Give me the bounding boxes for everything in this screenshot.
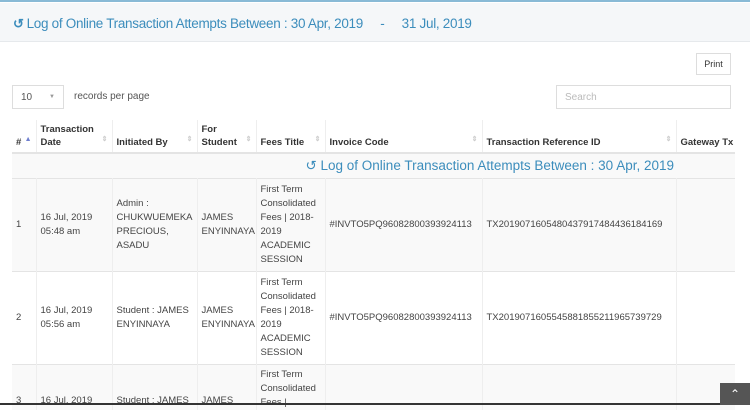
table-row: 3 16 Jul, 2019 Student : JAMES JAMES Fir… <box>12 363 735 410</box>
history-icon: ↺ <box>13 16 24 31</box>
history-icon: ↺ <box>305 157 321 173</box>
cell-student: JAMES <box>197 363 257 410</box>
sort-icon: ⇕ <box>245 136 252 143</box>
column-header-student[interactable]: For Student ⇕ <box>197 120 257 154</box>
column-header-fees-title[interactable]: Fees Title ⇕ <box>256 120 326 154</box>
scroll-to-top-button[interactable]: ⌃ <box>720 383 750 405</box>
column-header-gateway[interactable]: Gateway Tx <box>676 120 735 154</box>
cell-invoice <box>325 363 483 410</box>
cell-date: 16 Jul, 2019 05:56 am <box>36 270 113 364</box>
search-input[interactable] <box>556 85 731 109</box>
cell-number: 3 <box>12 363 37 410</box>
cell-invoice: #INVTO5PQ96082800393924113 <box>325 177 483 271</box>
column-header-initiated-by[interactable]: Initiated By ⇕ <box>112 120 198 154</box>
sort-asc-icon: ▲ <box>24 136 32 143</box>
chevron-down-icon: ▼ <box>49 94 55 100</box>
transactions-table: # ▲ Transaction Date ⇕ Initiated By ⇕ For S… <box>12 120 735 410</box>
table-row: 2 16 Jul, 2019 05:56 am Student : JAMES … <box>12 270 735 364</box>
cell-gateway <box>676 177 735 271</box>
records-per-page-label: records per page <box>74 91 150 102</box>
cell-number: 2 <box>12 270 37 364</box>
cell-invoice: #INVTO5PQ96082800393924113 <box>325 270 483 364</box>
cell-number: 1 <box>12 177 37 271</box>
sort-icon: ⇕ <box>101 136 108 143</box>
cell-fees-title: First Term Consolidated Fees | 2018-2019… <box>256 177 326 271</box>
page-title-text: Log of Online Transaction Attempts Betwe… <box>26 16 472 31</box>
table-row: 1 16 Jul, 2019 05:48 am Admin : CHUKWUEM… <box>12 177 735 271</box>
sort-icon: ⇕ <box>665 136 672 143</box>
page-title: ↺ Log of Online Transaction Attempts Betw… <box>13 16 472 32</box>
column-header-number[interactable]: # ▲ <box>12 120 37 154</box>
sort-icon: ⇕ <box>186 136 193 143</box>
cell-date: 16 Jul, 2019 <box>36 363 113 410</box>
page-size-select[interactable]: 10 ▼ <box>12 85 64 109</box>
cell-reference: TX20190716054804379174844361841​69 <box>482 177 677 271</box>
cell-initiated-by: Student : JAMES <box>112 363 198 410</box>
table-caption: Log of Online Transaction Attempts Betwe… <box>320 157 674 173</box>
column-header-reference[interactable]: Transaction Reference ID ⇕ <box>482 120 677 154</box>
cell-student: JAMES ENYINNAYA <box>197 177 257 271</box>
column-header-invoice[interactable]: Invoice Code ⇕ <box>325 120 483 154</box>
chevron-up-icon: ⌃ <box>729 387 741 401</box>
cell-student: JAMES ENYINNAYA <box>197 270 257 364</box>
cell-gateway <box>676 270 735 364</box>
page-size-value: 10 <box>21 91 33 103</box>
print-button[interactable]: Print <box>696 53 731 75</box>
sort-icon: ⇕ <box>314 136 321 143</box>
cell-initiated-by: Student : JAMES ENYINNAYA <box>112 270 198 364</box>
cell-initiated-by: Admin : CHUKWUEMEKA PRECIOUS, ASADU <box>112 177 198 271</box>
cell-fees-title: First Term Consolidated Fees | <box>256 363 326 410</box>
cell-date: 16 Jul, 2019 05:48 am <box>36 177 113 271</box>
top-border <box>0 0 750 3</box>
cell-fees-title: First Term Consolidated Fees | 2018-2019… <box>256 270 326 364</box>
cell-reference: TX201907160554588185521196573​9729 <box>482 270 677 364</box>
cell-reference <box>482 363 677 410</box>
bottom-bar <box>0 403 750 405</box>
panel-header: ↺ Log of Online Transaction Attempts Betw… <box>0 3 750 42</box>
table-caption-row: ↺ Log of Online Transaction Attempts Bet… <box>12 152 735 178</box>
sort-icon: ⇕ <box>471 136 478 143</box>
column-header-date[interactable]: Transaction Date ⇕ <box>36 120 113 154</box>
